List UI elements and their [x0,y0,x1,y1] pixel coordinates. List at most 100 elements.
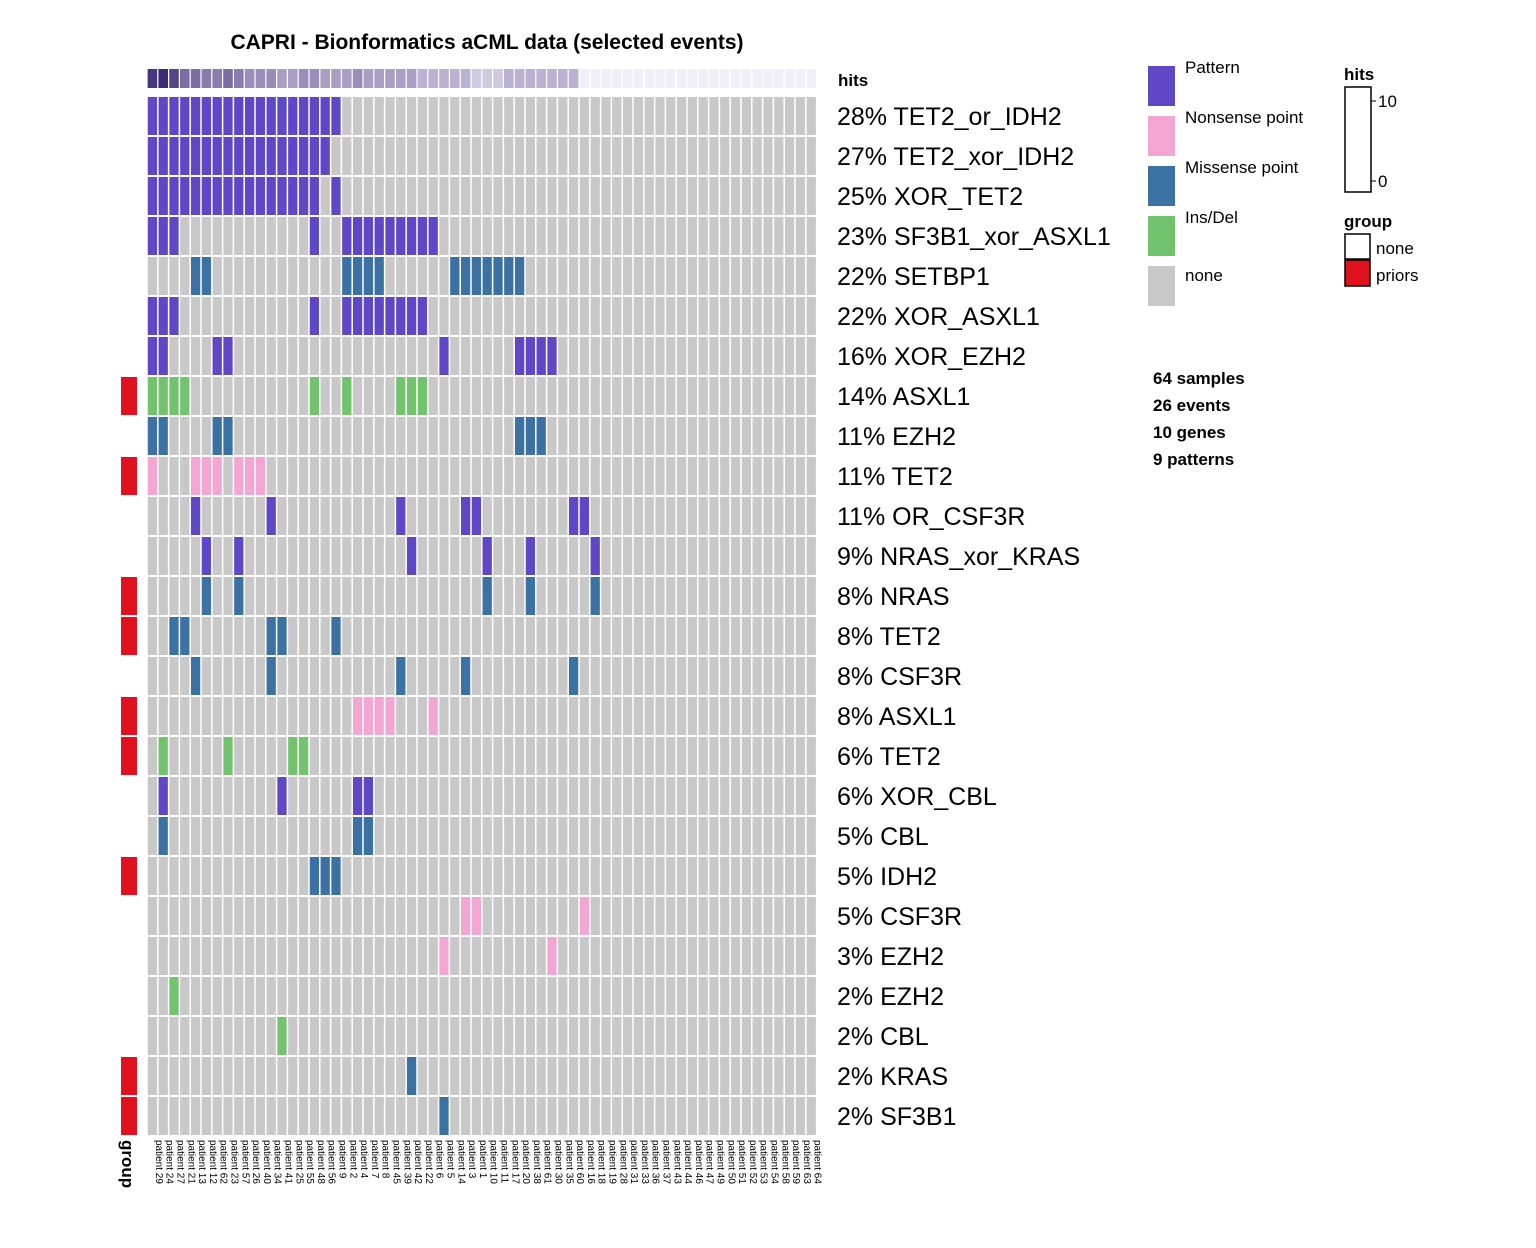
empty-cell [795,817,806,855]
hits-cell [579,69,590,88]
empty-cell [536,657,546,695]
empty-cell [709,1097,719,1135]
group-priors-cell [121,577,137,615]
empty-cell [698,417,708,455]
empty-cell [201,497,212,535]
empty-cell [774,697,784,735]
empty-cell [180,1057,190,1095]
empty-cell [288,337,298,375]
empty-cell [266,977,276,1015]
empty-cell [558,897,568,935]
empty-cell [622,537,633,575]
empty-cell [784,817,795,855]
empty-cell [493,337,503,375]
empty-cell [666,257,676,295]
empty-cell [655,497,665,535]
empty-cell [795,297,806,335]
empty-cell [536,937,546,975]
empty-cell [190,377,201,415]
empty-cell [504,537,514,575]
empty-cell [288,1057,298,1095]
alteration-cell [180,177,190,215]
empty-cell [568,577,579,615]
empty-cell [288,977,298,1015]
empty-cell [579,1017,590,1055]
empty-cell [439,137,449,175]
empty-cell [504,97,514,135]
empty-cell [374,1057,384,1095]
empty-cell [234,417,244,455]
empty-cell [784,1057,795,1095]
empty-cell [482,697,492,735]
alteration-cell [223,337,233,375]
empty-cell [644,337,654,375]
empty-cell [579,217,590,255]
alteration-cell [396,497,406,535]
empty-cell [504,177,514,215]
empty-cell [558,977,568,1015]
empty-cell [774,1057,784,1095]
alteration-cell [212,337,222,375]
empty-cell [363,657,374,695]
empty-cell [666,97,676,135]
row-label: 2% CBL [837,1023,929,1051]
empty-cell [460,857,471,895]
empty-cell [752,777,762,815]
empty-cell [309,1097,320,1135]
empty-cell [720,657,730,695]
empty-cell [612,137,622,175]
alteration-cell [266,657,276,695]
empty-cell [666,377,676,415]
empty-cell [720,137,730,175]
empty-cell [255,937,266,975]
empty-cell [763,537,773,575]
empty-cell [547,857,557,895]
empty-cell [784,337,795,375]
empty-cell [352,137,363,175]
empty-cell [180,937,190,975]
empty-cell [612,897,622,935]
empty-cell [374,337,384,375]
alteration-cell [352,817,363,855]
empty-cell [288,217,298,255]
hits-cell [568,69,579,88]
alteration-cell [439,337,449,375]
empty-cell [720,857,730,895]
empty-cell [428,297,438,335]
empty-cell [622,577,633,615]
empty-cell [741,257,752,295]
empty-cell [752,497,762,535]
empty-cell [666,337,676,375]
column-label: patient 42 [412,1140,423,1184]
alteration-cell [482,577,492,615]
empty-cell [579,537,590,575]
empty-cell [752,857,762,895]
empty-cell [320,977,330,1015]
empty-cell [331,1097,341,1135]
empty-cell [655,1097,665,1135]
empty-cell [741,777,752,815]
empty-cell [784,177,795,215]
empty-cell [288,1097,298,1135]
hits-cell [514,69,525,88]
empty-cell [352,97,363,135]
legend-swatch [1148,166,1175,206]
empty-cell [266,1097,276,1135]
empty-cell [709,137,719,175]
empty-cell [590,137,600,175]
hits-cell [547,69,557,88]
empty-cell [676,257,687,295]
empty-cell [687,937,698,975]
empty-cell [730,817,741,855]
empty-cell [547,417,557,455]
empty-cell [471,537,482,575]
alteration-cell [298,737,309,775]
empty-cell [482,217,492,255]
column-label: patient 57 [239,1140,250,1184]
empty-cell [450,217,460,255]
empty-cell [212,1097,222,1135]
alteration-cell [352,217,363,255]
row-label: 14% ASXL1 [837,383,970,411]
empty-cell [676,777,687,815]
empty-cell [212,1017,222,1055]
